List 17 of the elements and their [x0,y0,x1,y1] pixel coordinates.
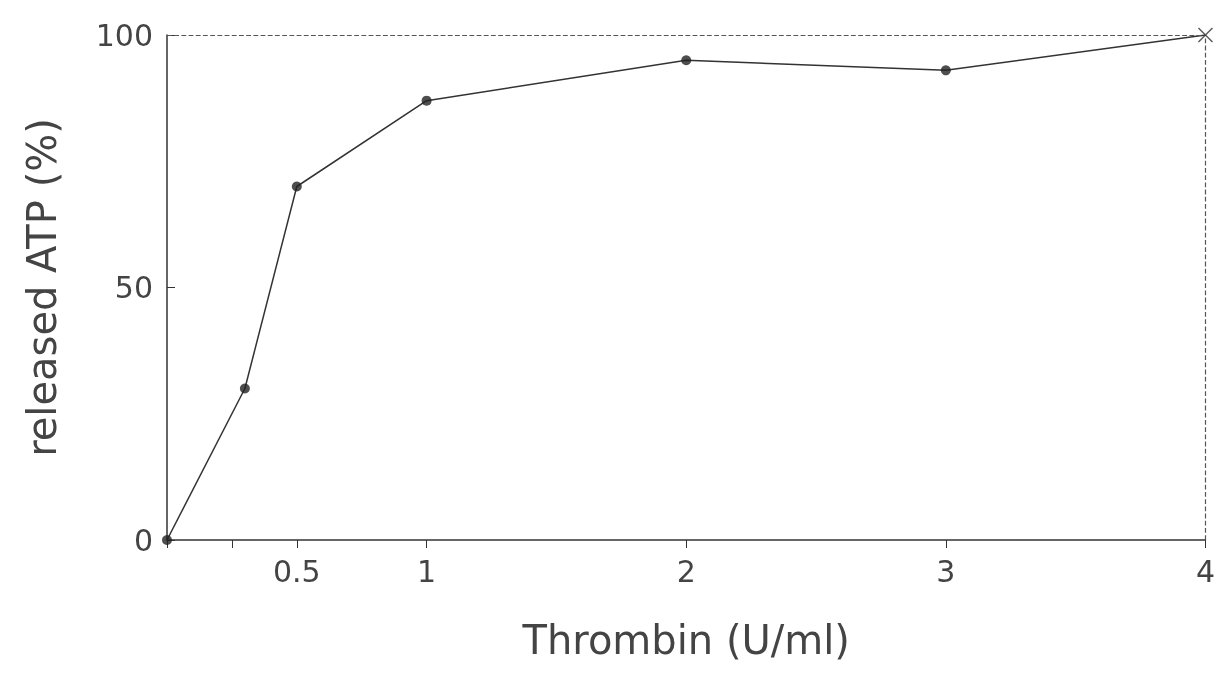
x-tick-label: 3 [936,553,956,589]
point [681,55,692,66]
x-tick-label: 2 [676,553,696,589]
y-tick-label: 100 [95,17,153,53]
point [421,95,432,106]
y-tick-label: 0 [133,522,153,558]
x-tick-label: 1 [417,553,437,589]
point [162,535,172,545]
point [1197,27,1214,43]
x-tick-label: 4 [1195,553,1215,589]
point [940,65,951,76]
point [291,181,302,192]
point [239,383,250,394]
x-axis-title: Thrombin (U/ml) [521,617,850,663]
x-tick-label: 0.5 [272,553,321,589]
y-tick-label: 50 [114,270,153,305]
y-axis-title: released ATP (%) [19,118,65,457]
